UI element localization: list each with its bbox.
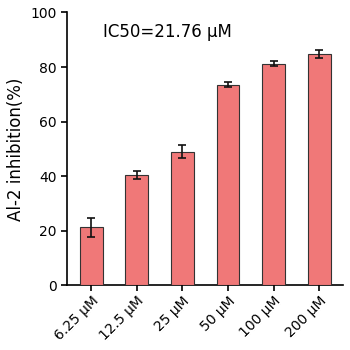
Bar (171, 152, 194, 285)
Bar (125, 175, 148, 285)
Bar (80, 228, 103, 285)
Y-axis label: Al-2 inhibition(%): Al-2 inhibition(%) (7, 77, 25, 220)
Bar (217, 85, 239, 285)
Text: IC50=21.76 μM: IC50=21.76 μM (103, 23, 232, 41)
Bar (262, 64, 285, 285)
Bar (308, 54, 330, 285)
